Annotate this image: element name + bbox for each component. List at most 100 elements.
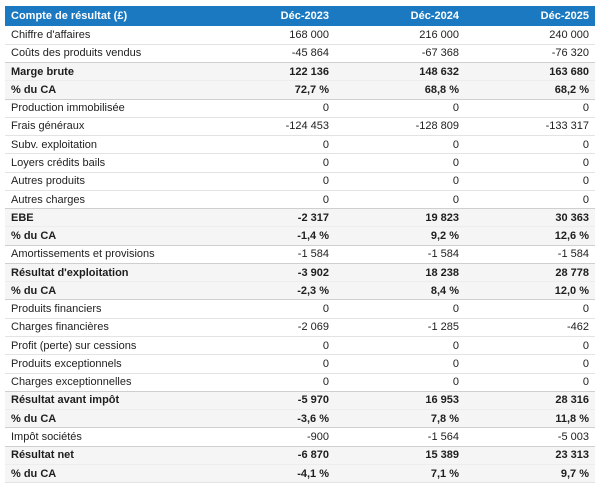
row-label: Frais généraux: [11, 120, 85, 133]
cell-value: 23 313: [555, 449, 589, 462]
table-row: % du CA -3,6 % 7,8 % 11,8 %: [5, 409, 595, 428]
table-row: % du CA -1,4 % 9,2 % 12,6 %: [5, 226, 595, 246]
cell-value: 0: [452, 357, 459, 370]
row-label: Marge brute: [11, 65, 74, 78]
row-label: EBE: [11, 211, 34, 224]
table-row: Amortissements et provisions -1 584 -1 584…: [5, 245, 595, 264]
cell-value: 0: [322, 303, 329, 316]
cell-value: -5 003: [557, 430, 589, 443]
cell-value: 8,4 %: [430, 284, 459, 297]
cell-value: 0: [322, 339, 329, 352]
cell-value: 0: [322, 102, 329, 115]
cell-value: 0: [582, 156, 589, 169]
cell-value: -133 317: [545, 120, 589, 133]
cell-value: 0: [452, 339, 459, 352]
cell-value: 0: [322, 175, 329, 188]
cell-value: -45 864: [291, 47, 329, 60]
cell-value: -4,1 %: [297, 467, 329, 480]
cell-value: 30 363: [555, 211, 589, 224]
column-header-dec-2024: Déc-2024: [335, 6, 465, 26]
cell-value: 0: [452, 303, 459, 316]
cell-value: 9,2 %: [430, 230, 459, 243]
row-label: Coûts des produits vendus: [11, 47, 142, 60]
table-row: Marge brute 122 136 148 632 163 680: [5, 62, 595, 81]
cell-value: -462: [566, 321, 589, 334]
cell-value: -2,3 %: [297, 284, 329, 297]
cell-value: 0: [322, 156, 329, 169]
row-label: Produits financiers: [11, 303, 102, 316]
cell-value: 28 316: [555, 394, 589, 407]
cell-value: 0: [582, 102, 589, 115]
cell-value: 28 778: [555, 266, 589, 279]
row-label: Subv. exploitation: [11, 138, 98, 151]
cell-value: -5 970: [297, 394, 329, 407]
cell-value: -124 453: [285, 120, 329, 133]
table-row: Produits financiers 0 0 0: [5, 299, 595, 319]
cell-value: 216 000: [419, 28, 459, 41]
cell-value: -6 870: [297, 449, 329, 462]
cell-value: 0: [452, 102, 459, 115]
cell-value: -900: [306, 430, 329, 443]
cell-value: -3,6 %: [297, 412, 329, 425]
header-row: Compte de résultat (£) Déc-2023 Déc-2024…: [5, 6, 595, 26]
cell-value: 12,6 %: [554, 230, 589, 243]
cell-value: 68,8 %: [424, 83, 459, 96]
table-row: Charges exceptionnelles 0 0 0: [5, 373, 595, 392]
row-label: Autres charges: [11, 193, 85, 206]
table-row: % du CA -2,3 % 8,4 % 12,0 %: [5, 281, 595, 300]
cell-value: -128 809: [415, 120, 459, 133]
cell-value: 0: [322, 376, 329, 389]
table-row: Production immobilisée 0 0 0: [5, 99, 595, 118]
column-header-account: Compte de résultat (£): [5, 6, 205, 26]
table-row: % du CA 72,7 % 68,8 % 68,2 %: [5, 80, 595, 100]
cell-value: 0: [582, 376, 589, 389]
column-header-dec-2023: Déc-2023: [205, 6, 335, 26]
cell-value: 12,0 %: [554, 284, 589, 297]
cell-value: 0: [582, 357, 589, 370]
row-label: % du CA: [11, 83, 57, 96]
cell-value: 0: [452, 156, 459, 169]
cell-value: 0: [582, 339, 589, 352]
row-label: Chiffre d'affaires: [11, 28, 91, 41]
cell-value: -2 069: [297, 321, 329, 334]
cell-value: 11,8 %: [555, 412, 589, 425]
cell-value: -1 285: [427, 321, 459, 334]
cell-value: 0: [582, 303, 589, 316]
row-label: Amortissements et provisions: [11, 248, 155, 261]
row-label: Produits exceptionnels: [11, 357, 122, 370]
cell-value: 0: [582, 138, 589, 151]
table-row: Autres produits 0 0 0: [5, 172, 595, 191]
table-row: Résultat avant impôt -5 970 16 953 28 316: [5, 391, 595, 410]
table-row: Coûts des produits vendus -45 864 -67 368 -…: [5, 44, 595, 63]
cell-value: 7,1 %: [430, 467, 459, 480]
cell-value: 16 953: [425, 394, 459, 407]
cell-value: 9,7 %: [560, 467, 589, 480]
cell-value: 163 680: [549, 65, 589, 78]
row-label: Production immobilisée: [11, 102, 125, 115]
cell-value: 0: [582, 175, 589, 188]
row-label: Charges financières: [11, 321, 109, 334]
table-row: Impôt sociétés -900 -1 564 -5 003: [5, 427, 595, 447]
cell-value: 18 238: [425, 266, 459, 279]
income-statement-table: Compte de résultat (£) Déc-2023 Déc-2024…: [5, 6, 595, 484]
cell-value: 15 389: [425, 449, 459, 462]
cell-value: 68,2 %: [554, 83, 589, 96]
table-row: % du CA -4,1 % 7,1 % 9,7 %: [5, 464, 595, 483]
cell-value: 0: [452, 193, 459, 206]
table-row: Subv. exploitation 0 0 0: [5, 135, 595, 154]
row-label: % du CA: [11, 467, 57, 480]
table-row: Chiffre d'affaires 168 000 216 000 240 000: [5, 26, 595, 45]
table-row: Autres charges 0 0 0: [5, 190, 595, 209]
cell-value: -1 584: [297, 248, 329, 261]
cell-value: 0: [452, 175, 459, 188]
cell-value: 148 632: [419, 65, 459, 78]
row-label: Résultat net: [11, 449, 74, 462]
table-row: Frais généraux -124 453 -128 809 -133 317: [5, 117, 595, 136]
row-label: Charges exceptionnelles: [11, 376, 132, 389]
row-label: % du CA: [11, 284, 57, 297]
table-row: EBE -2 317 19 823 30 363: [5, 208, 595, 227]
table-row: Loyers crédits bails 0 0 0: [5, 153, 595, 173]
cell-value: -1 564: [427, 430, 459, 443]
cell-value: -67 368: [421, 47, 459, 60]
